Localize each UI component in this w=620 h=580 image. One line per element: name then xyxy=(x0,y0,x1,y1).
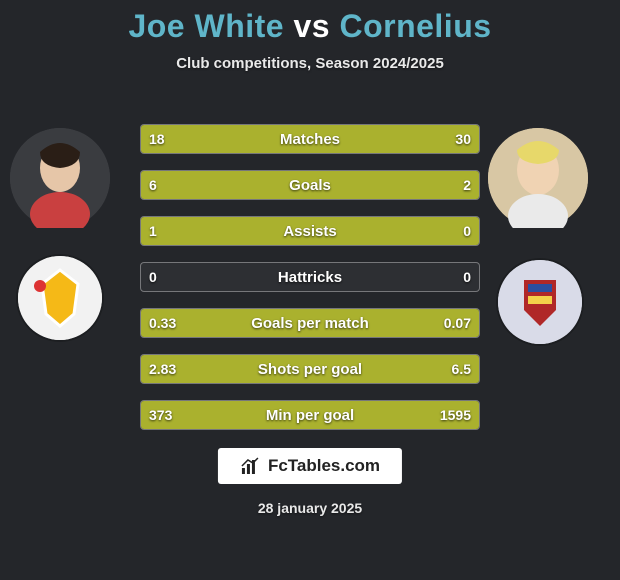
brand-badge: FcTables.com xyxy=(218,448,402,484)
player1-avatar xyxy=(10,128,110,228)
player2-avatar xyxy=(488,128,588,228)
brand-text: FcTables.com xyxy=(268,456,380,476)
chart-icon xyxy=(240,456,260,476)
stat-row: 0 0Hattricks xyxy=(140,262,480,292)
stat-label: Hattricks xyxy=(141,263,479,291)
stat-row: 62Goals xyxy=(140,170,480,200)
comparison-title: Joe White vs Cornelius xyxy=(0,0,620,45)
stat-fill-right xyxy=(395,171,480,199)
stat-row: 1830Matches xyxy=(140,124,480,154)
stat-fill-left xyxy=(141,355,243,383)
stat-fill-left xyxy=(141,217,479,245)
stat-row: 3731595Min per goal xyxy=(140,400,480,430)
stat-fill-left xyxy=(141,309,420,337)
stat-value-right: 0 xyxy=(455,263,479,291)
stat-row: 10Assists xyxy=(140,216,480,246)
player2-name: Cornelius xyxy=(339,8,491,44)
player1-name: Joe White xyxy=(128,8,284,44)
stat-fill-right xyxy=(243,355,479,383)
vs-label: vs xyxy=(293,8,330,44)
stat-fill-left xyxy=(141,125,268,153)
player1-club-crest xyxy=(18,256,102,340)
stats-bars: 1830Matches 62Goals 10Assists 0 0Hattricks 0.… xyxy=(140,124,480,446)
subtitle: Club competitions, Season 2024/2025 xyxy=(0,55,620,72)
stat-row: 0.330.07Goals per match xyxy=(140,308,480,338)
stat-fill-left xyxy=(141,401,205,429)
player2-club-crest xyxy=(498,260,582,344)
stat-fill-left xyxy=(141,171,395,199)
stat-row: 2.836.5Shots per goal xyxy=(140,354,480,384)
stat-fill-right xyxy=(420,309,479,337)
stat-fill-right xyxy=(205,401,479,429)
date-label: 28 january 2025 xyxy=(0,500,620,516)
stat-fill-right xyxy=(268,125,479,153)
stat-value-left: 0 xyxy=(141,263,165,291)
